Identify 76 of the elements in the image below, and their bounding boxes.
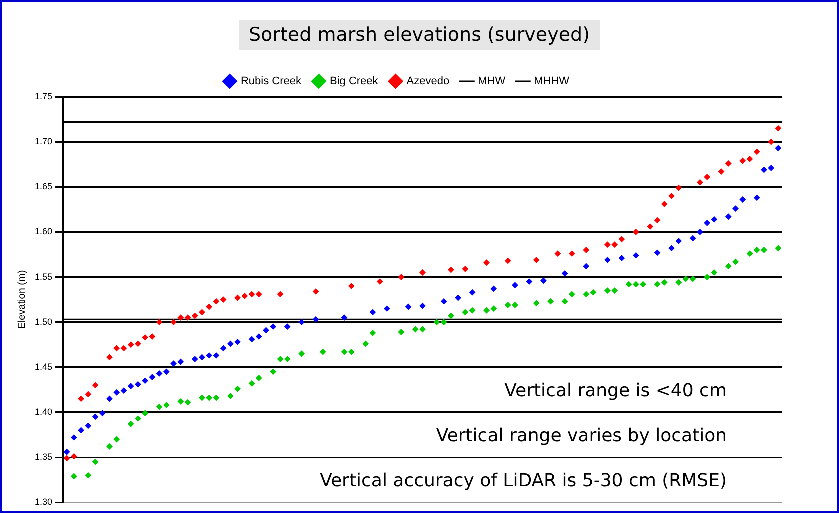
point [718,168,725,176]
point [92,382,99,389]
chart-title: Sorted marsh elevations (surveyed) [238,20,600,50]
point [768,138,775,146]
point [462,266,469,272]
point [661,201,668,208]
point [120,345,128,352]
point [754,148,760,156]
point [420,270,426,276]
y-tick-label: 1.35 [34,452,53,462]
point [170,319,177,326]
point [725,160,732,167]
point [376,278,384,285]
point [64,455,70,462]
point [676,184,682,192]
point [78,396,84,402]
point [612,242,618,248]
point [199,309,206,316]
point [654,217,661,224]
point [242,292,248,300]
point [142,334,149,341]
point [604,242,611,248]
point [220,296,227,303]
y-tick-label: 1.60 [34,226,53,237]
y-axis-title: Elevation (m) [16,270,28,330]
y-tick-label: 1.40 [34,406,53,417]
point [448,266,454,274]
legend-label: MHHW [534,76,570,88]
point [70,453,78,460]
point [256,291,262,298]
y-tick-label: 1.65 [34,182,53,192]
legend-label: Rubis Creek [240,76,302,88]
point [206,304,213,310]
point [213,298,220,305]
y-tick-label: 1.75 [34,91,53,102]
y-tick-label: 1.70 [34,136,53,147]
point [696,179,704,186]
point [348,283,355,290]
point [746,156,754,162]
point [178,314,184,322]
point [484,260,490,266]
point [775,125,782,132]
point [740,158,746,164]
point [647,224,654,230]
annotation: Vertical accuracy of LiDAR is 5-30 cm (RMSE) [320,470,727,492]
point [128,342,134,348]
y-tick-label: 1.30 [34,497,53,508]
point [248,291,256,298]
point [114,345,120,352]
point [632,229,640,236]
point [156,319,163,326]
point [149,334,156,340]
point [568,250,576,258]
point [184,314,192,322]
point [554,250,562,258]
point [618,236,626,243]
point [135,340,142,348]
annotation: Vertical range varies by location [436,426,727,447]
point [398,274,405,280]
point [533,256,540,264]
point [704,174,711,180]
y-tick-label: 1.45 [34,362,53,372]
point [504,258,512,264]
point [85,391,92,398]
y-tick-label: 1.50 [34,316,53,327]
legend-label: MHW [478,76,506,88]
point [234,294,241,302]
point [192,312,198,320]
legend-label: Azevedo [406,76,450,88]
point [668,192,675,200]
legend-label: Big Creek [330,76,379,88]
annotation: Vertical range is <40 cm [504,380,727,402]
point [583,247,590,254]
y-tick-label: 1.55 [34,272,53,282]
point [277,291,284,298]
point [312,288,320,295]
